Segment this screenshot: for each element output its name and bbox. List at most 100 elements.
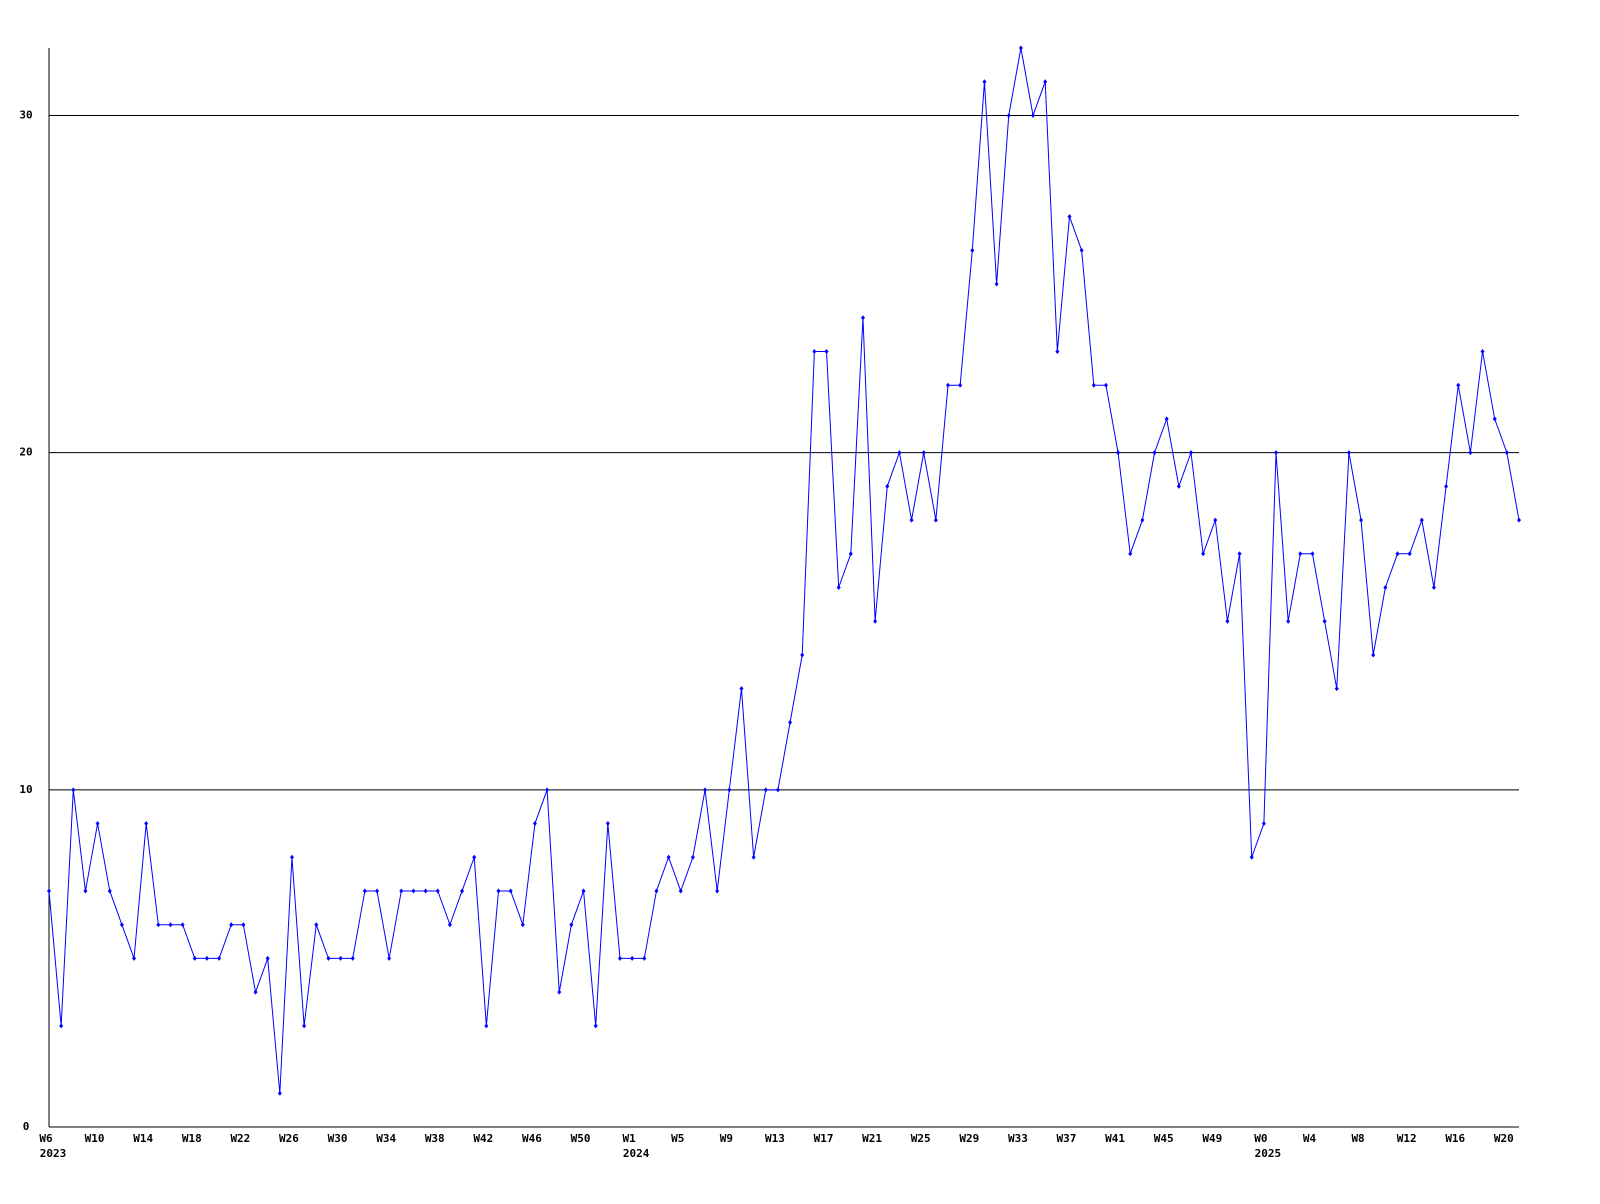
year-label: 2023 <box>40 1147 67 1160</box>
x-tick-label: W5 <box>671 1132 684 1145</box>
data-point <box>1188 450 1193 456</box>
data-point <box>132 955 137 961</box>
data-point <box>1043 79 1048 85</box>
data-point <box>496 888 501 894</box>
data-line <box>48 47 1520 1094</box>
data-point <box>1468 450 1473 456</box>
x-tick-label: W0 <box>1254 1132 1267 1145</box>
data-point <box>47 888 51 894</box>
x-tick-label: W6 <box>39 1132 53 1145</box>
data-point <box>1152 450 1157 456</box>
year-label: 2025 <box>1255 1147 1282 1160</box>
x-tick-label: W22 <box>230 1132 250 1145</box>
data-point <box>1018 45 1023 51</box>
data-point <box>885 483 890 489</box>
data-point <box>399 888 404 894</box>
data-point <box>1031 112 1036 118</box>
data-point <box>387 955 392 961</box>
y-tick-label: 20 <box>19 446 32 459</box>
x-tick-label: W38 <box>425 1132 445 1145</box>
data-point <box>666 854 671 860</box>
data-point <box>630 955 635 961</box>
data-point <box>946 382 951 388</box>
data-point <box>1274 450 1279 456</box>
data-point <box>1444 483 1449 489</box>
x-tick-label: W37 <box>1057 1132 1077 1145</box>
data-point <box>739 686 744 692</box>
data-point <box>569 922 574 928</box>
data-point <box>775 787 780 793</box>
data-point <box>1213 517 1218 523</box>
data-point <box>1346 450 1351 456</box>
data-point <box>873 618 878 624</box>
x-tick-label: W18 <box>182 1132 202 1145</box>
data-point <box>338 955 343 961</box>
data-point <box>1116 450 1121 456</box>
data-point <box>192 955 197 961</box>
data-point <box>229 922 234 928</box>
data-point <box>897 450 902 456</box>
x-tick-label: W45 <box>1154 1132 1174 1145</box>
data-point <box>265 955 270 961</box>
data-point <box>1395 551 1400 557</box>
x-tick-label: W42 <box>473 1132 493 1145</box>
x-tick-label: W14 <box>133 1132 153 1145</box>
data-point <box>83 888 88 894</box>
data-point <box>1371 652 1376 658</box>
x-tick-label: W25 <box>911 1132 931 1145</box>
data-point <box>617 955 622 961</box>
data-point <box>1164 416 1169 422</box>
data-point <box>107 888 112 894</box>
data-point <box>909 517 914 523</box>
data-point <box>217 955 222 961</box>
x-tick-label: W21 <box>862 1132 882 1145</box>
data-point <box>1359 517 1364 523</box>
data-point <box>204 955 209 961</box>
data-point <box>350 955 355 961</box>
data-point <box>824 348 829 354</box>
data-point <box>375 888 380 894</box>
data-point <box>605 821 610 827</box>
x-tick-label: W1 <box>623 1132 637 1145</box>
data-point <box>1310 551 1315 557</box>
data-point <box>703 787 708 793</box>
data-point <box>678 888 683 894</box>
data-point <box>1225 618 1230 624</box>
data-point <box>326 955 331 961</box>
data-point <box>289 854 294 860</box>
data-point <box>71 787 76 793</box>
x-tick-label: W33 <box>1008 1132 1028 1145</box>
data-point <box>472 854 477 860</box>
data-point <box>1480 348 1485 354</box>
data-point <box>654 888 659 894</box>
x-tick-label: W4 <box>1303 1132 1317 1145</box>
x-tick-label: W30 <box>328 1132 348 1145</box>
data-point <box>1383 585 1388 590</box>
data-point <box>460 888 465 894</box>
x-tick-label: W17 <box>814 1132 834 1145</box>
data-point <box>1140 517 1145 523</box>
data-point <box>435 888 440 894</box>
x-tick-label: W29 <box>959 1132 979 1145</box>
data-point <box>1006 112 1011 118</box>
data-point <box>362 888 367 894</box>
data-point <box>545 787 550 793</box>
x-tick-label: W13 <box>765 1132 785 1145</box>
data-point <box>557 989 562 995</box>
data-point <box>1201 551 1206 557</box>
data-point <box>812 348 817 354</box>
data-point <box>1055 348 1060 354</box>
data-point <box>763 787 768 793</box>
data-point <box>1286 618 1291 624</box>
data-point <box>180 922 185 928</box>
data-point <box>277 1090 282 1096</box>
data-point <box>690 854 695 860</box>
data-point <box>59 1023 64 1029</box>
data-point <box>1103 382 1108 388</box>
data-point <box>1419 517 1424 523</box>
data-point <box>860 315 865 321</box>
data-point <box>447 922 452 928</box>
data-point <box>1431 585 1436 590</box>
data-point <box>1456 382 1461 388</box>
